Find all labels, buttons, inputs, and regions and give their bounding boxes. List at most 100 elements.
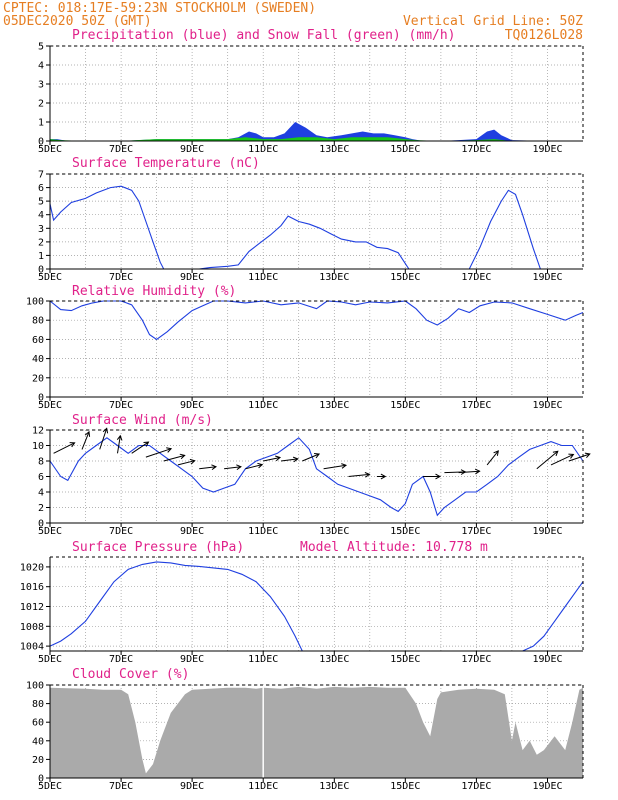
date-label: 9DEC bbox=[180, 654, 204, 665]
date-label: 17DEC bbox=[461, 144, 491, 155]
date-label: 17DEC bbox=[461, 781, 491, 792]
y-tick-label: 2 bbox=[38, 99, 44, 110]
y-tick-label: 4 bbox=[38, 61, 44, 72]
series-line bbox=[49, 300, 584, 341]
wind-arrow bbox=[280, 458, 298, 462]
date-label: 17DEC bbox=[461, 654, 491, 665]
y-tick-label: 40 bbox=[32, 736, 44, 747]
model-code: TQ0126L028 bbox=[505, 28, 583, 43]
date-label: 7DEC bbox=[109, 781, 133, 792]
wind-arrowhead bbox=[143, 441, 150, 447]
wind-arrowhead bbox=[314, 453, 321, 459]
y-tick-label: 12 bbox=[32, 426, 44, 437]
wind-arrowhead bbox=[236, 464, 242, 471]
wind-arrowhead bbox=[380, 473, 387, 480]
date-label: 15DEC bbox=[390, 400, 420, 411]
y-tick-label: 0 bbox=[38, 519, 44, 530]
wind-arrow bbox=[81, 431, 90, 450]
y-tick-label: 1 bbox=[38, 118, 44, 129]
date-label: 5DEC bbox=[38, 781, 62, 792]
date-label: 9DEC bbox=[180, 400, 204, 411]
date-label: 9DEC bbox=[180, 144, 204, 155]
y-tick-label: 100 bbox=[26, 681, 44, 692]
y-tick-label: 5 bbox=[38, 197, 44, 208]
y-tick-label: 1016 bbox=[20, 582, 44, 593]
wind-arrowhead bbox=[84, 430, 91, 437]
date-label: 7DEC bbox=[109, 272, 133, 283]
wind-arrowhead bbox=[435, 473, 441, 480]
date-label: 11DEC bbox=[248, 526, 278, 537]
wind-arrow bbox=[263, 457, 281, 462]
panel-3: 0 2 4 6 8 10 12 5DEC 7DEC 9DEC 11DEC 13DEC 15DEC 17DE… bbox=[32, 426, 591, 537]
date-label: 15DEC bbox=[390, 781, 420, 792]
date-label: 9DEC bbox=[180, 526, 204, 537]
date-label: 7DEC bbox=[109, 144, 133, 155]
date-label: 13DEC bbox=[319, 272, 349, 283]
date-label: 11DEC bbox=[248, 144, 278, 155]
wind-arrowhead bbox=[568, 453, 575, 459]
date-label: 13DEC bbox=[319, 526, 349, 537]
wind-arrowhead bbox=[493, 450, 499, 456]
date-label: 17DEC bbox=[461, 400, 491, 411]
wind-arrowhead bbox=[69, 442, 76, 448]
y-tick-label: 3 bbox=[38, 80, 44, 91]
run-date: 05DEC2020 50Z (GMT) bbox=[3, 14, 152, 29]
wind-arrowhead bbox=[474, 468, 481, 475]
panel-4: 1004 1008 1012 1016 1020 5DEC 7DEC 9DEC 11DEC 13D… bbox=[20, 556, 584, 665]
wind-arrow bbox=[486, 450, 499, 466]
y-tick-label: 10 bbox=[32, 441, 44, 452]
wind-arrow bbox=[224, 466, 241, 470]
y-tick-label: 60 bbox=[32, 718, 44, 729]
y-tick-label: 5 bbox=[38, 42, 44, 53]
wind-arrow bbox=[99, 428, 108, 450]
wind-arrow bbox=[568, 453, 590, 462]
wind-arrowhead bbox=[364, 472, 371, 478]
wind-arrowhead bbox=[275, 455, 282, 462]
date-label: 15DEC bbox=[390, 526, 420, 537]
wind-arrowhead bbox=[584, 452, 591, 459]
y-tick-label: 2 bbox=[38, 503, 44, 514]
date-label: 19DEC bbox=[532, 400, 562, 411]
y-tick-label: 60 bbox=[32, 335, 44, 346]
y-tick-label: 20 bbox=[32, 373, 44, 384]
date-label: 15DEC bbox=[390, 654, 420, 665]
date-label: 13DEC bbox=[319, 654, 349, 665]
y-tick-label: 1004 bbox=[20, 642, 44, 653]
wind-arrowhead bbox=[189, 458, 196, 465]
model-altitude: Model Altitude: 10.778 m bbox=[300, 540, 488, 555]
panel-title-humidity: Relative Humidity (%) bbox=[72, 284, 236, 299]
panel-title-temperature: Surface Temperature (nC) bbox=[72, 156, 260, 171]
date-label: 9DEC bbox=[180, 781, 204, 792]
y-tick-label: 100 bbox=[26, 297, 44, 308]
date-label: 11DEC bbox=[248, 781, 278, 792]
wind-arrow bbox=[163, 454, 185, 462]
y-tick-label: 0 bbox=[38, 393, 44, 404]
wind-arrow bbox=[323, 464, 347, 470]
y-tick-label: 1 bbox=[38, 251, 44, 262]
date-label: 11DEC bbox=[248, 400, 278, 411]
date-label: 19DEC bbox=[532, 781, 562, 792]
date-label: 13DEC bbox=[319, 781, 349, 792]
date-label: 9DEC bbox=[180, 272, 204, 283]
wind-arrow bbox=[302, 453, 320, 462]
wind-arrowhead bbox=[179, 453, 186, 460]
panel-1: 0 1 2 3 4 5 6 7 5DEC 7DEC 9DEC 11DEC 13DEC 15DEC 17DEC… bbox=[38, 170, 584, 283]
wind-arrow bbox=[536, 450, 559, 470]
panel-title-precip: Precipitation (blue) and Snow Fall (gree… bbox=[72, 28, 456, 43]
y-tick-label: 1008 bbox=[20, 622, 44, 633]
y-tick-label: 0 bbox=[38, 774, 44, 785]
panel-5: 0 20 40 60 80 100 5DEC 7DEC 9DEC 11DEC 13DEC 15DEC 1… bbox=[26, 681, 584, 792]
wind-arrowhead bbox=[552, 450, 559, 457]
date-label: 7DEC bbox=[109, 526, 133, 537]
date-label: 15DEC bbox=[390, 272, 420, 283]
y-tick-label: 7 bbox=[38, 170, 44, 181]
y-tick-label: 4 bbox=[38, 488, 44, 499]
y-tick-label: 80 bbox=[32, 699, 44, 710]
wind-arrow bbox=[53, 442, 75, 454]
wind-arrow bbox=[458, 470, 480, 474]
date-label: 19DEC bbox=[532, 654, 562, 665]
cloud-area bbox=[50, 686, 583, 778]
date-label: 17DEC bbox=[461, 526, 491, 537]
y-tick-label: 40 bbox=[32, 354, 44, 365]
